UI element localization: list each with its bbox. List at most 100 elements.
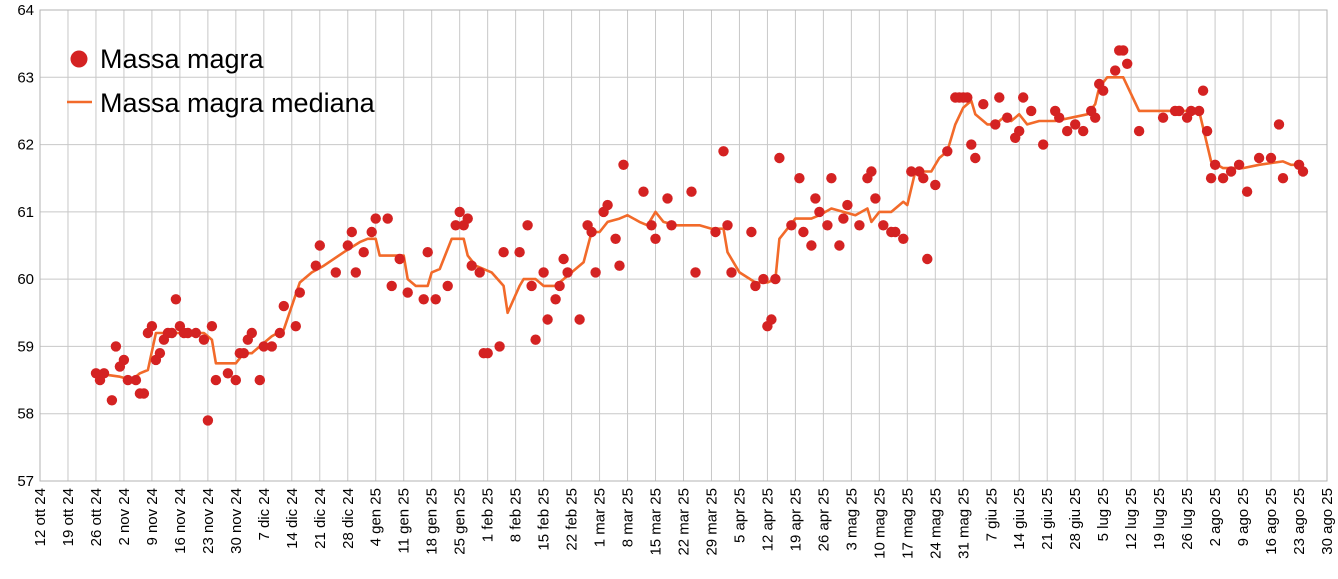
data-point [1014, 125, 1025, 137]
data-point [542, 314, 553, 325]
x-tick-label: 2 ago 25 [1207, 488, 1224, 546]
data-point [838, 213, 849, 224]
data-point [618, 159, 629, 170]
x-tick-label: 9 ago 25 [1235, 488, 1252, 546]
data-point [1233, 159, 1245, 170]
data-point [370, 213, 381, 224]
data-point [350, 267, 361, 278]
data-point [198, 334, 210, 345]
data-point [1253, 152, 1265, 164]
data-point [666, 220, 677, 231]
data-point [614, 260, 625, 271]
data-point [1193, 105, 1205, 117]
data-point [422, 247, 433, 258]
data-point [382, 213, 393, 224]
data-point [274, 327, 285, 339]
data-point [230, 374, 241, 386]
x-tick-label: 23 ago 25 [1291, 488, 1308, 555]
data-point [314, 240, 325, 251]
legend: Massa magra Massa magra mediana [67, 44, 376, 118]
x-tick-label: 12 ott 24 [32, 488, 49, 546]
x-tick-label: 15 mar 25 [648, 488, 665, 556]
x-tick-label: 23 nov 24 [200, 488, 217, 554]
data-point [690, 267, 701, 278]
y-tick-label: 64 [17, 2, 34, 19]
data-point [146, 321, 158, 332]
data-point [522, 220, 533, 231]
data-point [898, 233, 909, 244]
data-point [1078, 125, 1089, 137]
x-tick-label: 22 feb 25 [564, 488, 581, 551]
data-point [562, 267, 573, 278]
data-point [1273, 119, 1285, 130]
x-tick-label: 1 mar 25 [592, 488, 609, 547]
data-point [610, 233, 621, 244]
data-point [130, 374, 142, 386]
data-point [358, 247, 369, 258]
gridlines [39, 9, 1328, 482]
y-tick-label: 58 [17, 406, 34, 423]
data-point [662, 193, 673, 204]
data-point [554, 280, 565, 292]
data-point [586, 226, 597, 238]
data-point [994, 92, 1005, 103]
data-point [238, 348, 249, 359]
data-point [98, 368, 110, 379]
data-point [342, 240, 353, 251]
data-point [718, 146, 729, 157]
data-point [590, 267, 601, 278]
y-tick-label: 62 [17, 137, 34, 154]
data-point [1070, 119, 1081, 130]
data-point [1118, 45, 1129, 56]
legend-label-scatter: Massa magra [100, 44, 265, 74]
data-point [1133, 125, 1145, 137]
data-point [346, 226, 357, 238]
data-point [466, 260, 477, 271]
data-point [550, 294, 561, 305]
x-tick-label: 14 dic 24 [284, 488, 301, 549]
data-point [890, 226, 901, 238]
data-point [170, 294, 182, 305]
y-tick-label: 61 [17, 204, 34, 221]
x-tick-label: 16 ago 25 [1263, 488, 1280, 555]
legend-label-line: Massa magra mediana [100, 88, 376, 118]
data-point [1038, 139, 1049, 150]
data-point [258, 341, 269, 352]
x-tick-label: 17 mag 25 [899, 488, 916, 559]
scatter-series [90, 45, 1309, 426]
data-point [366, 226, 377, 238]
data-point [450, 220, 461, 231]
data-point [202, 415, 214, 426]
data-point [1297, 166, 1309, 177]
data-point [474, 267, 485, 278]
x-tick-label: 26 lug 25 [1179, 488, 1196, 550]
data-point [906, 166, 917, 177]
data-point [646, 220, 657, 231]
data-point [826, 173, 837, 184]
data-point [1225, 166, 1237, 177]
x-tick-label: 26 apr 25 [815, 488, 832, 551]
data-point [878, 220, 889, 231]
data-point [602, 199, 613, 211]
data-point [970, 152, 981, 164]
x-tick-label: 5 lug 25 [1095, 488, 1112, 541]
x-tick-label: 3 mag 25 [843, 488, 860, 551]
data-point [494, 341, 505, 352]
data-point [290, 321, 301, 332]
data-point [1205, 173, 1217, 184]
y-tick-label: 63 [17, 69, 34, 86]
y-axis-tick-labels: 57 58 59 60 61 62 63 64 [17, 2, 34, 490]
data-point [210, 374, 222, 386]
data-point [822, 220, 833, 231]
data-point [530, 334, 541, 345]
x-tick-label: 5 apr 25 [731, 488, 748, 543]
data-point [138, 388, 150, 399]
data-point [462, 213, 473, 224]
data-point [106, 395, 118, 406]
data-point [278, 300, 289, 312]
x-tick-label: 16 nov 24 [172, 488, 189, 554]
x-tick-label: 9 nov 24 [144, 488, 161, 546]
data-point [1241, 186, 1253, 197]
